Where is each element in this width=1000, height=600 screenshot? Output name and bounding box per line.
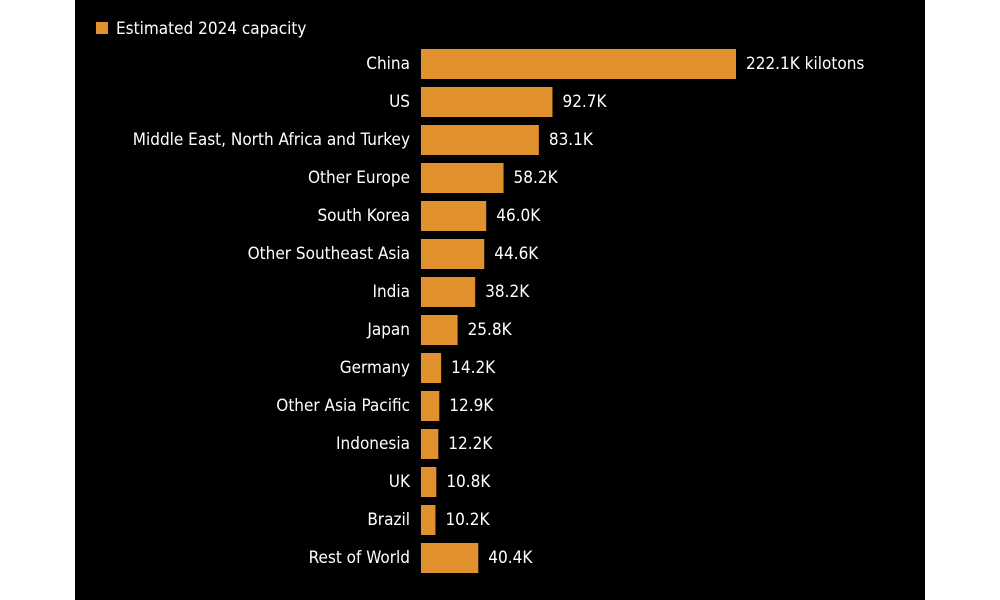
- category-label: China: [366, 54, 410, 74]
- value-label: 83.1K: [549, 130, 594, 150]
- bar: [421, 239, 485, 269]
- legend-swatch: [96, 22, 108, 34]
- bar: [421, 125, 539, 155]
- category-label: UK: [389, 472, 411, 492]
- value-label: 222.1K kilotons: [746, 54, 864, 74]
- value-label: 10.8K: [446, 472, 491, 492]
- category-label: Other Southeast Asia: [248, 244, 410, 264]
- category-label: Japan: [366, 320, 410, 340]
- bar: [421, 49, 736, 79]
- bar: [421, 315, 458, 345]
- category-label: Brazil: [367, 510, 410, 530]
- category-label: US: [389, 92, 410, 112]
- category-label: Rest of World: [309, 548, 410, 568]
- value-label: 38.2K: [485, 282, 530, 302]
- value-label: 12.2K: [448, 434, 493, 454]
- bar: [421, 505, 436, 535]
- value-label: 46.0K: [496, 206, 541, 226]
- bar: [421, 201, 487, 231]
- category-label: Indonesia: [336, 434, 410, 454]
- category-label: South Korea: [317, 206, 410, 226]
- bar: [421, 391, 440, 421]
- value-label: 92.7K: [562, 92, 607, 112]
- category-label: Germany: [340, 358, 410, 378]
- value-label: 10.2K: [445, 510, 490, 530]
- bar: [421, 543, 479, 573]
- category-label: Other Asia Pacific: [276, 396, 410, 416]
- value-label: 25.8K: [468, 320, 513, 340]
- value-label: 58.2K: [514, 168, 559, 188]
- category-label: India: [372, 282, 410, 302]
- value-label: 40.4K: [488, 548, 533, 568]
- category-label: Other Europe: [308, 168, 410, 188]
- bar: [421, 429, 439, 459]
- bar: [421, 467, 437, 497]
- value-label: 14.2K: [451, 358, 496, 378]
- category-label: Middle East, North Africa and Turkey: [133, 130, 410, 150]
- bar: [421, 87, 553, 117]
- bar: [421, 277, 476, 307]
- value-label: 12.9K: [449, 396, 494, 416]
- bar: [421, 163, 504, 193]
- bar: [421, 353, 442, 383]
- value-label: 44.6K: [494, 244, 539, 264]
- legend-label: Estimated 2024 capacity: [116, 19, 306, 39]
